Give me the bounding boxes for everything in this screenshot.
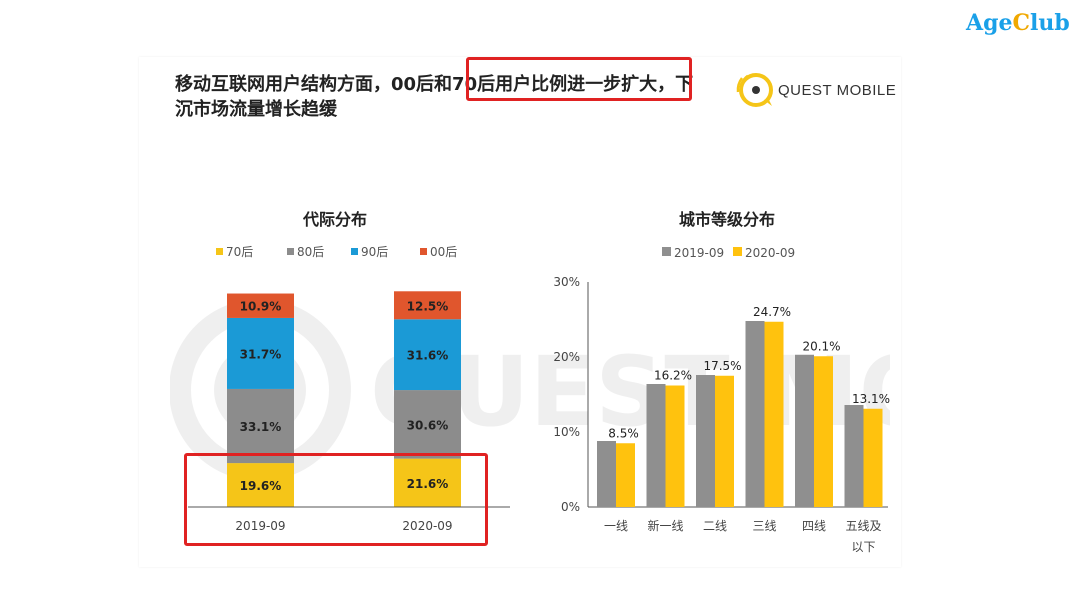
- quest-mobile-logo-text: QUEST MOBILE: [778, 82, 897, 99]
- legend-label-0: 70后: [226, 245, 253, 259]
- bar-label-2020-09-3: 12.5%: [407, 299, 449, 313]
- legend-label-2: 90后: [361, 245, 388, 259]
- legend-label-1: 2020-09: [745, 246, 795, 260]
- legend-label-0: 2019-09: [674, 246, 724, 260]
- bar-label-2019-09-0: 19.6%: [240, 479, 282, 493]
- legend-label-1: 80后: [297, 245, 324, 259]
- bar-label-2020-09-0: 21.6%: [407, 477, 449, 491]
- bar-label-四线: 20.1%: [802, 339, 840, 353]
- x-label-1: 2020-09: [402, 519, 452, 533]
- chart-legend-generation: 70后 80后 90后 00后: [216, 245, 457, 259]
- bar-2020-09-1: [394, 390, 461, 459]
- x-label-2-0: 二线: [703, 519, 727, 533]
- legend-swatch-1: [287, 248, 294, 255]
- bar-二线-2020-09: [715, 375, 734, 507]
- stacked-bars-generation: 19.6% 33.1% 31.7% 10.9% 21.6% 30.6% 31.6% 12.5%: [227, 291, 461, 507]
- bar-2019-09-1: [227, 388, 294, 464]
- bar-新一线-2020-09: [665, 385, 685, 507]
- legend-label-3: 00后: [430, 245, 457, 259]
- bar-label-一线: 8.5%: [608, 426, 639, 440]
- title-line-2: 沉市场流量增长趋缓: [175, 99, 337, 120]
- y-tick-0: 0%: [561, 500, 580, 514]
- bar-2019-09-0: [227, 463, 294, 507]
- legend-swatch-1: [733, 247, 742, 256]
- legend-swatch-0: [216, 248, 223, 255]
- bar-2020-09-2: [394, 319, 461, 391]
- bar-四线-2019-09: [795, 354, 814, 507]
- bar-label-2020-09-2: 31.6%: [407, 349, 449, 363]
- bar-一线-2019-09: [597, 441, 616, 507]
- legend-swatch-3: [420, 248, 427, 255]
- y-tick-3: 30%: [553, 275, 580, 289]
- bar-label-新一线: 16.2%: [654, 369, 692, 383]
- bar-label-2019-09-2: 31.7%: [240, 347, 282, 361]
- x-labels-generation: 2019-09 2020-09: [235, 519, 452, 533]
- bar-新一线-2019-09: [646, 384, 666, 507]
- bar-label-2020-09-1: 30.6%: [407, 418, 449, 432]
- bar-2020-09-0: [394, 458, 461, 507]
- ageclub-logo: AgeClub: [966, 10, 1070, 36]
- x-label-1-0: 新一线: [647, 518, 683, 533]
- x-label-3-0: 三线: [752, 519, 776, 533]
- bar-label-二线: 17.5%: [703, 359, 741, 373]
- bar-五线及以下-2020-09: [863, 408, 883, 507]
- bar-四线-2020-09: [814, 356, 833, 507]
- bar-一线-2020-09: [616, 443, 635, 507]
- page-title: 移动互联网用户结构方面，00后和70后用户比例进一步扩大，下 沉市场流量增长趋缓: [175, 72, 735, 122]
- chart-legend-city-tier: 2019-09 2020-09: [662, 246, 795, 260]
- bar-label-2019-09-1: 33.1%: [240, 420, 282, 434]
- x-label-5-1: 以下: [851, 540, 875, 554]
- legend-swatch-2: [351, 248, 358, 255]
- bar-2019-09-2: [227, 317, 294, 389]
- bars-highlight-box: [184, 453, 488, 546]
- bar-label-五线及以下: 13.1%: [852, 392, 890, 406]
- x-label-5-0: 五线及: [845, 519, 881, 533]
- y-tick-2: 20%: [553, 350, 580, 364]
- bar-五线及以下-2019-09: [844, 405, 864, 507]
- y-tick-1: 10%: [553, 425, 580, 439]
- bar-三线-2019-09: [745, 321, 765, 507]
- bar-label-三线: 24.7%: [753, 305, 791, 319]
- bars-city-tier: 8.5% 16.2% 17.5% 24.7% 20.1% 13.1%: [597, 305, 890, 507]
- x-label-0-0: 一线: [604, 519, 628, 533]
- x-label-0: 2019-09: [235, 519, 285, 533]
- bar-label-2019-09-3: 10.9%: [240, 300, 282, 314]
- legend-swatch-0: [662, 247, 671, 256]
- bar-2019-09-3: [227, 293, 294, 318]
- title-line-1: 移动互联网用户结构方面，00后和70后用户比例进一步扩大，下: [175, 74, 694, 95]
- x-label-4-0: 四线: [802, 519, 826, 533]
- bar-2020-09-3: [394, 291, 461, 320]
- chart-title-generation: 代际分布: [302, 210, 367, 229]
- quest-mobile-logo-icon: [736, 73, 773, 107]
- title-highlight-box: [466, 57, 692, 101]
- bar-二线-2019-09: [696, 375, 715, 507]
- bar-三线-2020-09: [764, 321, 784, 507]
- chart-title-city-tier: 城市等级分布: [679, 210, 775, 229]
- y-ticks-city-tier: 0% 10% 20% 30%: [553, 275, 580, 514]
